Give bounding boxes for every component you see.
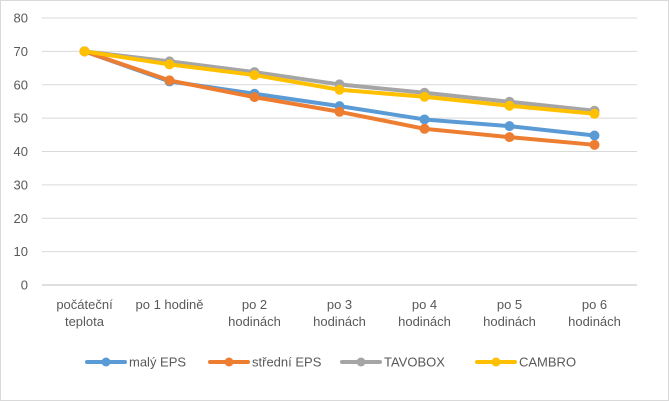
x-tick-label-line: počáteční bbox=[56, 297, 113, 312]
data-point bbox=[589, 139, 600, 150]
x-tick-label: po 2 hodinách bbox=[228, 297, 281, 329]
y-tick-label: 50 bbox=[14, 111, 28, 126]
x-tick-label-line: po 5 bbox=[497, 297, 522, 312]
data-point bbox=[334, 106, 345, 117]
legend-swatch-marker bbox=[101, 357, 111, 367]
x-tick-label: po 5 hodinách bbox=[483, 297, 536, 329]
data-point bbox=[589, 108, 600, 119]
legend: malý EPS střední EPS TAVOBOX CAMBRO bbox=[85, 355, 576, 370]
x-tick-label: po 6 hodinách bbox=[568, 297, 621, 329]
x-tick-label: po 4 hodinách bbox=[398, 297, 451, 329]
series-line bbox=[82, 49, 597, 147]
data-point bbox=[334, 84, 345, 95]
x-tick-label-line: po 3 bbox=[327, 297, 352, 312]
gridlines bbox=[42, 17, 637, 253]
data-point bbox=[504, 132, 515, 143]
legend-swatch-marker bbox=[224, 357, 234, 367]
data-point bbox=[504, 100, 515, 111]
data-point bbox=[419, 91, 430, 102]
x-tick-label-line: po 4 bbox=[412, 297, 437, 312]
x-tick-label-line: hodinách bbox=[568, 314, 621, 329]
y-tick-label: 40 bbox=[14, 144, 28, 159]
x-tick-label-line: hodinách bbox=[483, 314, 536, 329]
x-tick-label-line: po 2 bbox=[242, 297, 267, 312]
data-point bbox=[79, 46, 90, 57]
x-tick-label: po 3 hodinách bbox=[313, 297, 366, 329]
legend-label: CAMBRO bbox=[519, 355, 576, 370]
y-tick-label: 0 bbox=[21, 278, 28, 293]
legend-item: CAMBRO bbox=[475, 355, 576, 370]
legend-item: střední EPS bbox=[208, 355, 322, 370]
legend-swatch-marker bbox=[356, 357, 366, 367]
x-tick-label-line: hodinách bbox=[228, 314, 281, 329]
y-tick-label: 80 bbox=[14, 11, 28, 26]
y-tick-label: 20 bbox=[14, 211, 28, 226]
x-tick-label-line: teplota bbox=[65, 314, 105, 329]
y-tick-label: 30 bbox=[14, 177, 28, 192]
legend-item: TAVOBOX bbox=[340, 355, 445, 370]
legend-label: TAVOBOX bbox=[384, 355, 445, 370]
legend-item: malý EPS bbox=[85, 355, 186, 370]
legend-label: střední EPS bbox=[252, 355, 322, 370]
data-point bbox=[249, 70, 260, 81]
y-tick-label: 70 bbox=[14, 44, 28, 59]
x-tick-label: počáteční teplota bbox=[56, 297, 113, 329]
x-tick-label-line: hodinách bbox=[398, 314, 451, 329]
data-point bbox=[504, 121, 515, 132]
y-axis: 0 10 20 30 40 50 60 70 80 bbox=[14, 11, 28, 293]
data-point bbox=[249, 92, 260, 103]
x-tick-label-line: po 1 hodině bbox=[136, 297, 204, 312]
data-point bbox=[419, 114, 430, 125]
data-point bbox=[164, 75, 175, 86]
legend-swatch-marker bbox=[491, 357, 501, 367]
legend-label: malý EPS bbox=[129, 355, 186, 370]
series-layer bbox=[79, 46, 600, 150]
y-tick-label: 60 bbox=[14, 77, 28, 92]
data-point bbox=[164, 59, 175, 70]
data-point bbox=[419, 123, 430, 134]
x-tick-label-line: po 6 bbox=[582, 297, 607, 312]
x-tick-label: po 1 hodině bbox=[136, 297, 204, 312]
x-tick-label-line: hodinách bbox=[313, 314, 366, 329]
series-cambro bbox=[79, 46, 600, 119]
y-tick-label: 10 bbox=[14, 244, 28, 259]
data-point bbox=[589, 130, 600, 141]
